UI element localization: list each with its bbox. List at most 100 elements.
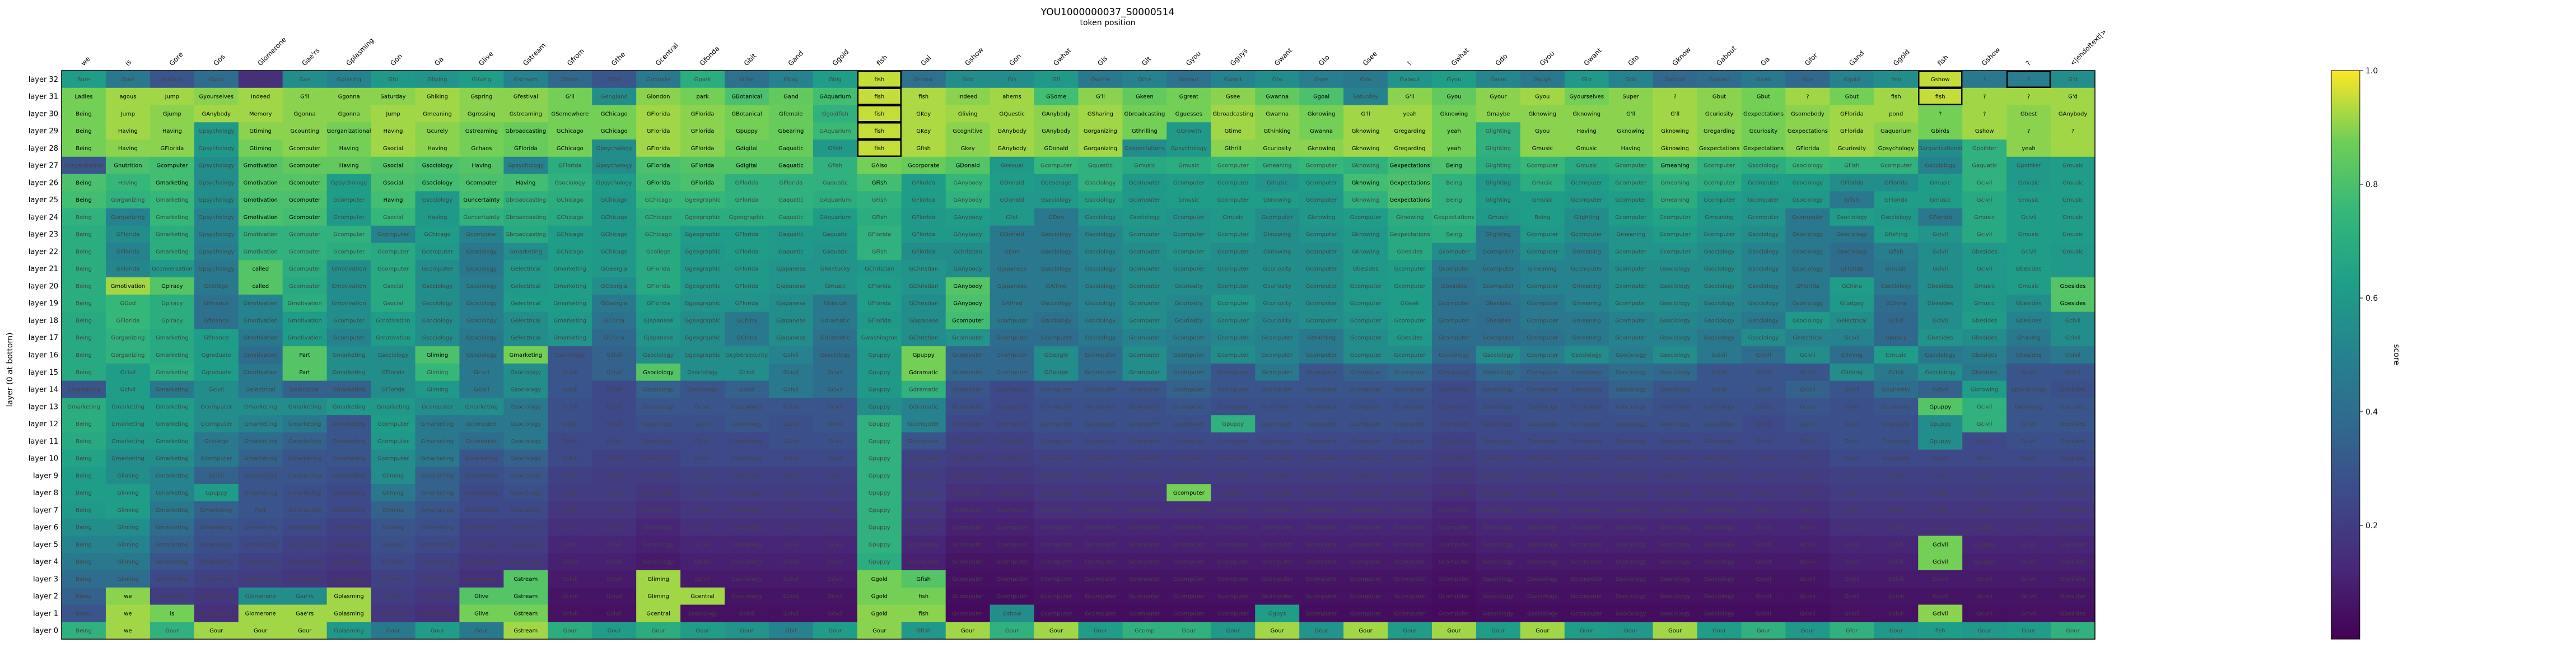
heatmap-cell — [1476, 156, 1521, 174]
cell-token-label: GDonald — [1000, 232, 1024, 238]
cell-token-label: Gbesides — [2016, 352, 2042, 359]
cell-token-label: GFlorida — [691, 163, 715, 169]
cell-token-label: Gmarketing — [333, 559, 366, 565]
cell-token-label: Gsociology — [1660, 266, 1691, 272]
heatmap-cell — [901, 208, 946, 226]
cell-token-label: Gbirds — [1931, 128, 1949, 134]
cell-token-label: Gsociology — [731, 559, 762, 565]
heatmap-cell — [1741, 105, 1786, 123]
heatmap-cell — [725, 208, 769, 226]
cell-token-label: Gmarketing — [421, 576, 454, 583]
cell-token-label: Sure — [77, 77, 90, 83]
heatmap-cell — [194, 174, 239, 192]
cell-token-label: Gcurely — [427, 128, 448, 134]
cell-token-label: Gcomputer — [1129, 197, 1161, 203]
heatmap-cell — [1520, 208, 1565, 226]
cell-token-label: Gsociology — [1616, 525, 1646, 531]
heatmap-cell — [1785, 208, 1830, 226]
cell-token-label: GDonald — [1000, 197, 1024, 203]
cell-token-label: Gcomputer — [1085, 508, 1117, 514]
cell-token-label: Gjapanese — [997, 283, 1027, 290]
cell-token-label: GFlorida — [735, 232, 759, 238]
cell-token-label: Gmarketing — [156, 232, 189, 238]
cell-token-label: Gfish — [916, 146, 931, 152]
heatmap-cell — [2051, 71, 2096, 89]
heatmap-cell — [1388, 156, 1432, 174]
cell-token-label: Gcomputer — [1262, 525, 1294, 531]
cell-token-label: Gelectrical — [511, 266, 541, 272]
heatmap-cell — [1034, 139, 1079, 157]
cell-token-label: is — [170, 611, 174, 617]
cell-token-label: Gand — [1756, 77, 1771, 83]
cell-token-label: Gcivil — [2021, 215, 2037, 221]
cell-token-label: Gcomputer — [1571, 232, 1603, 238]
cell-token-label: Gsociology — [1660, 456, 1691, 462]
colorbar-tick-label: 0.2 — [2365, 522, 2378, 530]
heatmap-cell — [990, 225, 1034, 243]
cell-token-label: Gcomputer — [1173, 335, 1205, 341]
cell-token-label: Gcomputer — [1394, 387, 1426, 393]
cell-token-label: Gpsychology — [198, 249, 234, 255]
heatmap-cell — [1476, 191, 1521, 209]
cell-token-label: Gsociology — [422, 180, 453, 186]
cell-token-label: GChicago — [557, 128, 584, 134]
cell-token-label: Gtiming — [249, 128, 272, 134]
heatmap-cell — [857, 87, 902, 105]
heatmap-cell — [1564, 174, 1609, 192]
cell-token-label: Gliming — [117, 525, 139, 531]
cell-token-label: GDon — [1004, 249, 1020, 255]
cell-token-label: Gsociology — [510, 387, 541, 393]
cell-token-label: Gcomputer — [1217, 387, 1249, 393]
cell-token-label: Gcivil — [828, 404, 843, 410]
cell-token-label: Gmarketing — [377, 404, 410, 410]
cell-token-label: Gliming — [1841, 370, 1863, 376]
cell-token-label: Gmarketing — [288, 473, 321, 479]
cell-token-label: GAnybody — [953, 197, 982, 203]
cell-token-label: Gmusic — [2062, 197, 2083, 203]
heatmap-cell — [857, 139, 902, 157]
cell-token-label: Gpark — [694, 77, 711, 83]
heatmap-cell — [1034, 87, 1079, 105]
cell-token-label: Gmarketing — [333, 490, 366, 496]
cell-token-label: Gjapanese — [997, 266, 1027, 272]
cell-token-label: Being — [1446, 232, 1462, 238]
cell-token-label: Gcomputer — [1571, 266, 1603, 272]
cell-token-label: Gfishing — [1884, 232, 1907, 238]
cell-token-label: Gcomputer — [1350, 439, 1382, 445]
cell-token-label: Guncertainty — [463, 197, 500, 203]
cell-token-label: Gcomputer — [1173, 249, 1205, 255]
cell-token-label: Gmarketing — [244, 404, 277, 410]
row-label: layer 30 — [29, 110, 58, 118]
cell-token-label: Gcomputer — [1129, 352, 1161, 359]
cell-token-label: Gsociology — [422, 283, 453, 290]
heatmap-cell — [1122, 71, 1167, 89]
cell-token-label: Gaquatic — [778, 197, 804, 203]
cell-token-label: GFlorida — [381, 387, 405, 393]
cell-token-label: Gsocial — [383, 180, 403, 186]
cell-token-label: Gpiracy — [161, 283, 183, 290]
cell-token-label: GFlorida — [647, 128, 670, 134]
heatmap-cell — [1078, 105, 1123, 123]
heatmap-cell — [1122, 225, 1167, 243]
cell-token-label: Being — [76, 370, 91, 376]
cell-token-label: Gcomputer — [1615, 266, 1647, 272]
cell-token-label: Gcivil — [1844, 508, 1860, 514]
heatmap-cell — [592, 225, 637, 243]
cell-token-label: Gknowing — [1352, 128, 1380, 134]
cell-token-label: Gdramatic — [909, 387, 938, 393]
cell-token-label: Gcomputer — [952, 576, 984, 583]
row-label: layer 4 — [33, 558, 58, 566]
colorbar-tick-label: 1.0 — [2365, 67, 2378, 76]
cell-token-label: Gcomputer — [1217, 318, 1249, 324]
cell-token-label: we — [124, 611, 132, 617]
cell-token-label: Gcivil — [828, 439, 843, 445]
cell-token-label: Gcomputer — [952, 421, 984, 427]
heatmap-cell — [1299, 87, 1344, 105]
cell-token-label: Gcomputer — [1173, 421, 1205, 427]
cell-token-label: Having — [516, 180, 535, 186]
cell-token-label: Being — [76, 146, 91, 152]
cell-token-label: Being — [76, 335, 91, 341]
heatmap-cell — [371, 71, 416, 89]
cell-token-label: Gcivil — [1756, 456, 1771, 462]
cell-token-label: Gcivil — [606, 421, 622, 427]
